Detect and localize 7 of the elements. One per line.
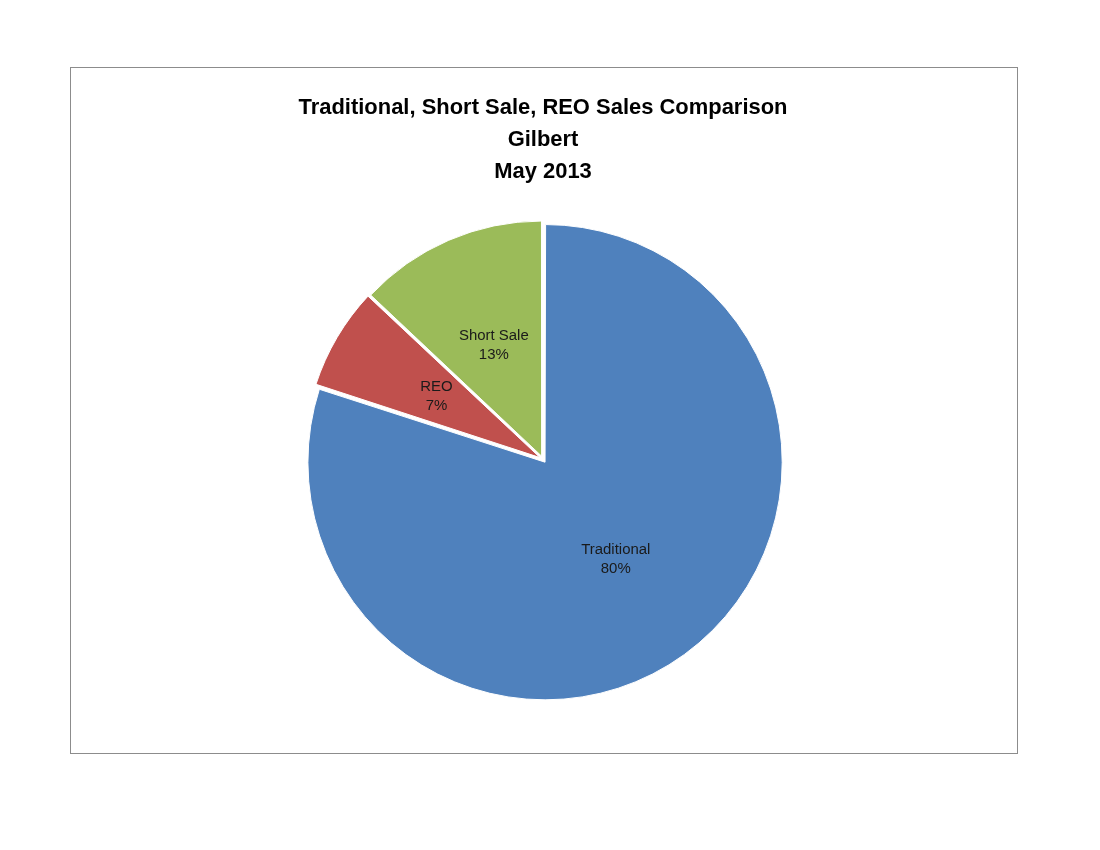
slice-label: Short Sale [458,326,529,344]
slice-label: Traditional [581,540,651,558]
data-label: 80% [600,559,631,577]
chart-title: Traditional, Short Sale, REO Sales Comparison Gilbert May 2013 [298,93,788,183]
data-label: 13% [478,345,509,363]
slice-label: REO [420,376,453,394]
data-label: 7% [425,395,448,413]
